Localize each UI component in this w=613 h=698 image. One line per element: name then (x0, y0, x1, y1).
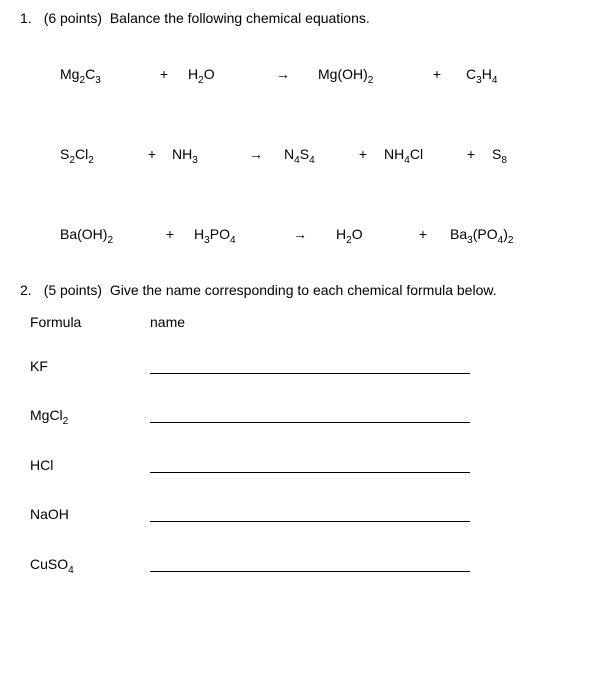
arrow-icon: → (228, 146, 284, 162)
name-row-1: KF (30, 354, 593, 374)
product-2: C3H4 (466, 66, 497, 82)
question-1-header: 1. (6 points) Balance the following chem… (20, 10, 593, 26)
plus-icon: + (342, 146, 384, 162)
header-formula: Formula (30, 314, 150, 330)
name-input-line[interactable] (150, 404, 470, 424)
reactant-2: H3PO4 (194, 226, 264, 242)
equation-row-3: Ba(OH)2 + H3PO4 → H2O + Ba3(PO4)2 (60, 226, 593, 242)
product-2: NH4Cl (384, 146, 450, 162)
reactant-1: Ba(OH)2 (60, 226, 146, 242)
plus-icon: + (146, 226, 194, 242)
name-row-2: MgCl2 (30, 404, 593, 424)
header-name: name (150, 314, 270, 330)
name-row-5: CuSO4 (30, 552, 593, 572)
reactant-1: Mg2C3 (60, 66, 140, 82)
name-table-header: Formula name (30, 314, 593, 330)
reactant-2: NH3 (172, 146, 228, 162)
plus-icon: + (408, 66, 466, 82)
name-row-3: HCl (30, 453, 593, 473)
plus-icon: + (450, 146, 492, 162)
formula-label: CuSO4 (30, 556, 150, 572)
name-row-4: NaOH (30, 503, 593, 523)
plus-icon: + (396, 226, 450, 242)
question-2-text: (5 points) Give the name corresponding t… (44, 282, 497, 298)
product-1: H2O (336, 226, 396, 242)
question-1-number: 1. (20, 10, 32, 26)
equation-row-2: S2Cl2 + NH3 → N4S4 + NH4Cl + S8 (60, 146, 593, 162)
plus-icon: + (140, 66, 188, 82)
formula-label: KF (30, 358, 150, 374)
name-input-line[interactable] (150, 552, 470, 572)
name-input-line[interactable] (150, 453, 470, 473)
product-2: Ba3(PO4)2 (450, 226, 514, 242)
arrow-icon: → (264, 226, 336, 242)
formula-label: HCl (30, 457, 150, 473)
question-2-header: 2. (5 points) Give the name correspondin… (20, 282, 593, 298)
equation-row-1: Mg2C3 + H2O → Mg(OH)2 + C3H4 (60, 66, 593, 82)
plus-icon: + (132, 146, 172, 162)
question-1-text: (6 points) Balance the following chemica… (44, 10, 370, 26)
question-2-number: 2. (20, 282, 32, 298)
equations-block: Mg2C3 + H2O → Mg(OH)2 + C3H4 S2Cl2 + NH3… (20, 66, 593, 242)
formula-label: NaOH (30, 506, 150, 522)
name-input-line[interactable] (150, 354, 470, 374)
reactant-1: S2Cl2 (60, 146, 132, 162)
name-input-line[interactable] (150, 503, 470, 523)
product-3: S8 (492, 146, 507, 162)
reactant-2: H2O (188, 66, 248, 82)
product-1: N4S4 (284, 146, 342, 162)
arrow-icon: → (248, 66, 318, 82)
question-2-body: Formula name KF MgCl2 HCl NaOH CuSO4 (20, 314, 593, 572)
product-1: Mg(OH)2 (318, 66, 408, 82)
formula-label: MgCl2 (30, 407, 150, 423)
